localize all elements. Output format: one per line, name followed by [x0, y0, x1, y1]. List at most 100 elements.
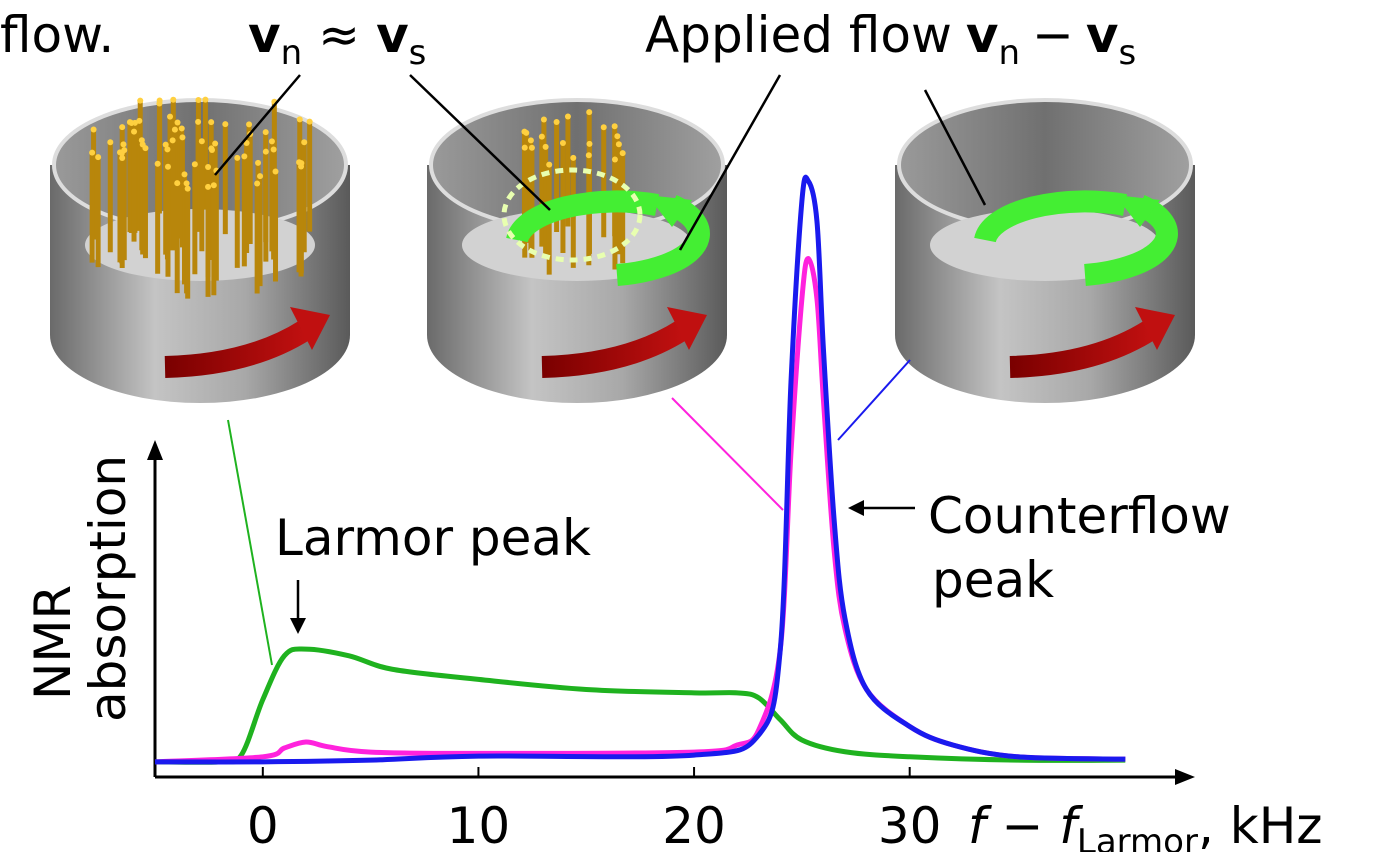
vortex-end [210, 182, 217, 189]
x-tick-label: 30 [878, 797, 942, 852]
vortex-end [257, 173, 264, 180]
vortex-end [272, 168, 279, 175]
x-axis-label: f − fLarmor, kHz [968, 797, 1323, 852]
symbol: v [966, 6, 999, 64]
vortex-end [95, 154, 102, 161]
symbol: ≈ [318, 6, 360, 64]
annotation: Counterflow [928, 487, 1231, 545]
vortex-end [270, 146, 277, 153]
pointer [409, 74, 551, 211]
x-tick-label: 20 [662, 797, 726, 852]
x-tick-label: 10 [447, 797, 511, 852]
annotation: peak [932, 551, 1054, 609]
flow-arrow [974, 190, 1127, 244]
vortex-end [553, 118, 560, 125]
rotation-arrowhead [290, 307, 330, 350]
vortex-end [301, 139, 308, 146]
symbol: − [1032, 6, 1074, 64]
label: f − f [968, 797, 1083, 852]
flow-arrow [616, 194, 710, 286]
annotation: vn ≈ vs [248, 6, 426, 73]
vortex-end [137, 97, 144, 104]
vortex-end [183, 180, 190, 187]
vortex-end [195, 96, 202, 103]
vortex-end [174, 119, 181, 126]
subscript: n [281, 33, 303, 73]
vortex-end [128, 119, 135, 126]
vortex-end [167, 113, 174, 120]
vortex-end [542, 143, 549, 150]
rotation-arrow [164, 320, 311, 378]
connector [837, 359, 911, 441]
vortex-end [586, 140, 593, 147]
vortex-end [120, 141, 127, 148]
vortex-end [570, 154, 577, 161]
connector [671, 397, 784, 511]
subscript: Larmor [1077, 822, 1198, 852]
plot: 0 10 20 30 [147, 174, 1195, 855]
vortex-end [586, 109, 593, 116]
vortex-end [174, 180, 181, 187]
vortex-end [179, 134, 186, 141]
label: Applied flow [645, 6, 952, 64]
highlight [501, 167, 643, 263]
vortex-end [234, 154, 241, 161]
symbol: v [248, 6, 281, 64]
vortex-end [585, 152, 592, 159]
pointer [678, 74, 782, 251]
vortex-end [521, 144, 528, 151]
subscript: s [409, 33, 427, 73]
vortex-end [538, 133, 545, 140]
label: , kHz [1198, 797, 1323, 852]
vortex-end [262, 148, 269, 155]
subscript: s [1119, 33, 1137, 73]
flow-arrowhead [1115, 195, 1160, 227]
vortex-end [306, 118, 313, 125]
y-label-line: absorption [79, 455, 137, 722]
vortex-end [209, 147, 216, 154]
vortex-end [191, 161, 198, 168]
vortex-end [162, 141, 169, 148]
vortex-end [118, 150, 125, 157]
vortex-end [205, 163, 212, 170]
vortex-end [169, 137, 176, 144]
vortex-end [254, 180, 261, 187]
rotation-arrowhead [667, 307, 707, 350]
vortex-end [202, 96, 209, 103]
vortex-end [611, 156, 618, 163]
vortex-end [205, 183, 212, 190]
annotation: Larmor peak [275, 509, 591, 567]
arrowhead [848, 500, 864, 516]
symbol: v [1086, 6, 1119, 64]
symbol: v [376, 6, 409, 64]
vortex-end [528, 144, 535, 151]
vortex-end [119, 155, 126, 162]
vortex-end [546, 161, 553, 168]
vortex-end [523, 129, 530, 136]
vortex-end [241, 153, 248, 160]
vortex-end [540, 116, 547, 123]
vortex-end [164, 146, 171, 153]
flow-arrowhead [647, 195, 692, 227]
y-axis-arrow [147, 440, 163, 460]
x-axis-arrow [1175, 769, 1195, 785]
vortex-end [195, 118, 202, 125]
rotation-arrow [541, 320, 688, 378]
vortex-end [615, 141, 622, 148]
vortex-end [170, 96, 177, 103]
annotation: Applied flow vn − vs [645, 6, 1136, 73]
vortex-end [611, 123, 618, 130]
vortex-end [156, 100, 163, 107]
annotation: flow. [0, 6, 114, 64]
pointer [214, 74, 301, 176]
vortex-end [89, 149, 96, 156]
vortex-end [262, 129, 269, 136]
vortex-end [164, 163, 171, 170]
vortex-end [154, 160, 161, 167]
vortex-end [212, 140, 219, 147]
flow-arrow [1084, 194, 1178, 286]
subscript: n [998, 33, 1020, 73]
vortex-end [559, 140, 566, 147]
vortex-end [298, 163, 305, 170]
